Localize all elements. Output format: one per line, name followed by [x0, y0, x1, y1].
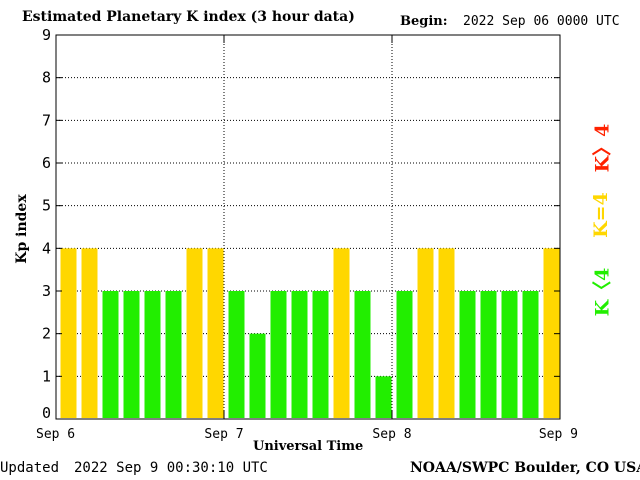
kp-bar: [291, 291, 308, 418]
kp-bar: [270, 291, 287, 418]
tick-marks: [55, 34, 561, 420]
kp-bar: [207, 248, 224, 418]
y-tick-label: 5: [42, 197, 51, 215]
kp-bar: [417, 248, 434, 418]
kp-bar: [165, 291, 182, 418]
legend-k-below-4: K〈4: [591, 267, 614, 317]
y-tick-label: 9: [42, 26, 51, 44]
kp-bar: [123, 291, 140, 418]
y-tick-label: 1: [42, 367, 51, 385]
legend-k-above-4: K〉4: [591, 123, 614, 173]
kp-bar: [81, 248, 98, 418]
y-tick-label: 3: [42, 282, 51, 300]
y-tick-label: 8: [42, 69, 51, 87]
plot-frame: [55, 34, 561, 420]
y-axis-label: Kp index: [14, 194, 30, 264]
kp-bar: [354, 291, 371, 418]
y-tick-label: 0: [42, 404, 51, 422]
tick-labels: 0 1 2 3 4 5 6 7 8 9 Sep 6 Sep 7 Sep 8 Sep 9: [36, 26, 578, 442]
y-tick-label: 6: [42, 154, 51, 172]
updated-label: Updated: [0, 460, 60, 476]
updated-value: 2022 Sep 9 00:30:10 UTC: [74, 460, 268, 476]
kp-bar: [480, 291, 497, 418]
kp-bar: [438, 248, 455, 418]
begin-label: Begin:: [400, 14, 448, 29]
source-credit: NOAA/SWPC Boulder, CO USA: [410, 460, 640, 476]
x-tick-label: Sep 8: [372, 427, 411, 442]
kp-bar: [102, 291, 119, 418]
kp-bar: [459, 291, 476, 418]
kp-bar: [144, 291, 161, 418]
y-tick-label: 2: [42, 325, 51, 343]
kp-bar: [249, 333, 266, 418]
kp-bar: [501, 291, 518, 418]
x-tick-label: Sep 7: [204, 427, 243, 442]
y-tick-label: 4: [42, 239, 51, 257]
kp-bar: [60, 248, 77, 418]
legend-k-equal-4: K=4: [590, 192, 612, 238]
x-tick-label: Sep 6: [36, 427, 75, 442]
kp-bar: [312, 291, 329, 418]
kp-bar: [186, 248, 203, 418]
bars: [60, 248, 560, 418]
kp-bar: [333, 248, 350, 418]
kp-bar: [228, 291, 245, 418]
y-tick-label: 7: [42, 111, 51, 129]
kp-bar: [375, 376, 392, 418]
x-axis-label: Universal Time: [253, 439, 364, 454]
kp-bar: [522, 291, 539, 418]
x-tick-label: Sep 9: [539, 427, 578, 442]
kp-bar: [396, 291, 413, 418]
begin-value: 2022 Sep 06 0000 UTC: [463, 14, 620, 29]
chart-title: Estimated Planetary K index (3 hour data…: [22, 9, 355, 25]
